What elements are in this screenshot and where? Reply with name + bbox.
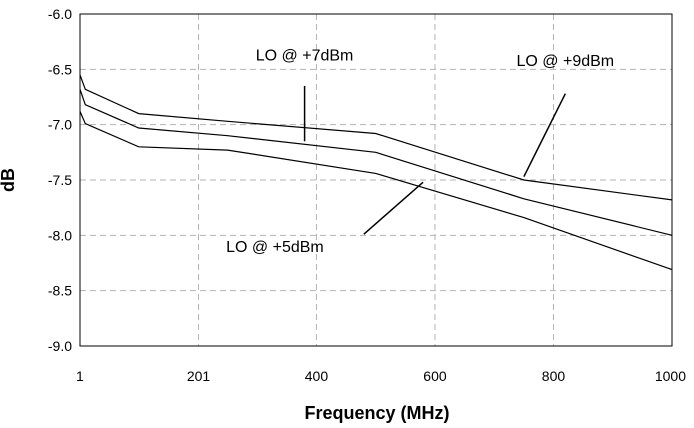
plot-area-frame [79, 13, 673, 347]
x-tick-label: 400 [305, 368, 329, 384]
series-line [79, 74, 673, 201]
series-line [79, 111, 673, 271]
x-tick-label: 800 [542, 368, 566, 384]
y-tick-label: -9.0 [48, 338, 72, 354]
series-annotation: LO @ +9dBm [517, 53, 615, 70]
y-tick-label: -7.5 [48, 172, 72, 188]
y-tick-label: -8.5 [48, 283, 72, 299]
y-tick-label: -6.5 [48, 61, 72, 77]
y-tick-label: -6.0 [48, 6, 72, 22]
y-axis-title: dB [0, 168, 18, 192]
series-lines [79, 74, 673, 271]
x-tick-label: 1000 [655, 368, 686, 384]
annotation-pointer-line [363, 181, 424, 235]
x-tick-label: 201 [187, 368, 211, 384]
y-tick-label: -7.0 [48, 117, 72, 133]
x-tick-label: 600 [423, 368, 447, 384]
tick-labels: -6.0 -6.5 -7.0 -7.5 -8.0 -8.5 -9.01 201 400 600 80… [48, 6, 686, 384]
x-axis-title: Frequency (MHz) [304, 403, 449, 423]
x-tick-label: 1 [76, 368, 84, 384]
y-tick-label: -8.0 [48, 227, 72, 243]
series-annotation: LO @ +5dBm [226, 239, 324, 256]
series-annotation: LO @ +7dBm [256, 47, 354, 64]
series-line [79, 89, 673, 236]
annotations: LO @ +7dBm LO @ +9dBm LO @ +5dBm [226, 47, 614, 255]
annotation-pointer-line [523, 93, 567, 178]
